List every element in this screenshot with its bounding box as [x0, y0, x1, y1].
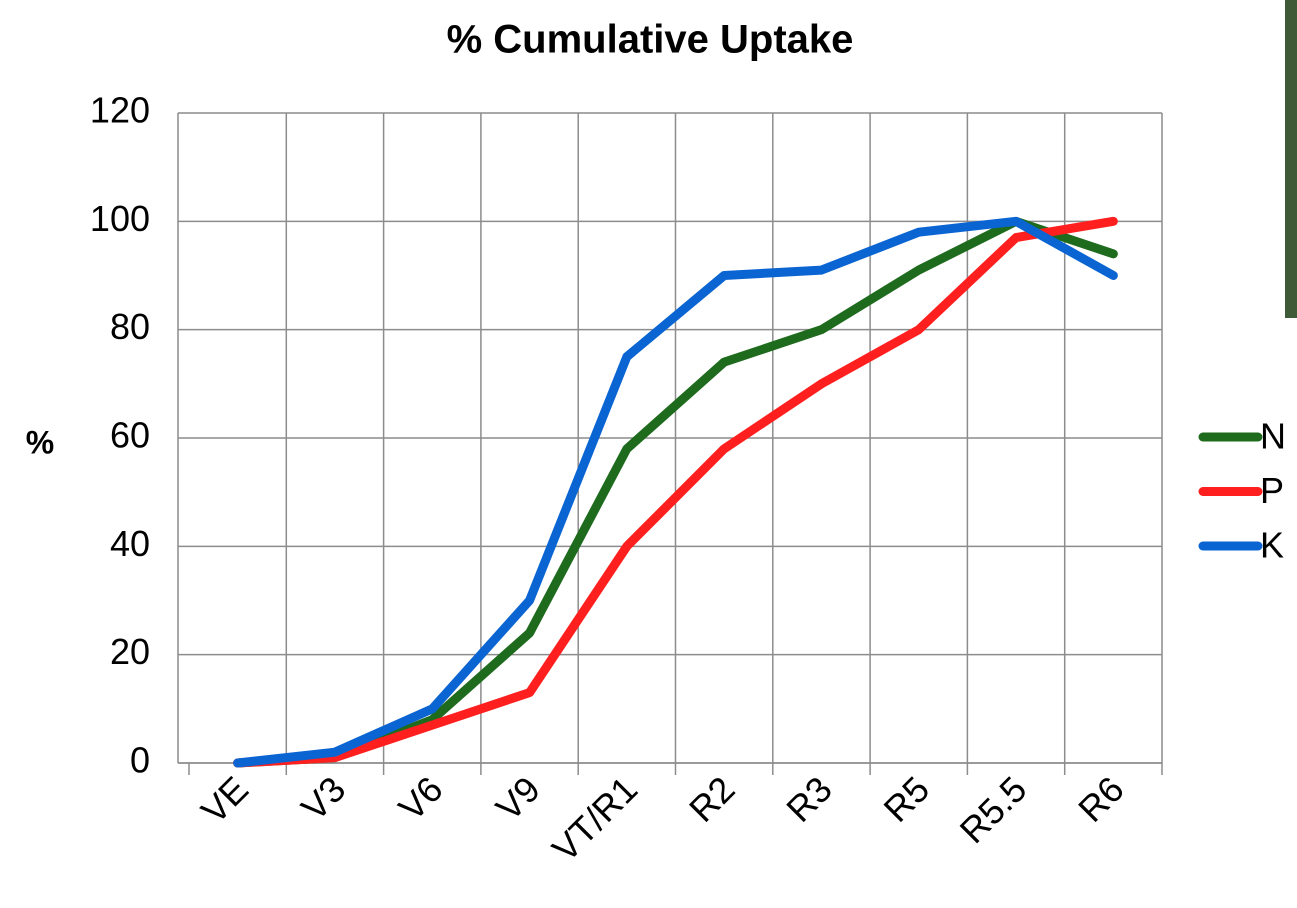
- x-tick-label: R3: [778, 768, 840, 830]
- y-tick-label: 60: [110, 415, 150, 456]
- x-tick-label: R5.5: [952, 768, 1035, 851]
- y-tick-label: 40: [110, 523, 150, 564]
- y-tick-label: 100: [90, 198, 150, 239]
- data-line: [233, 216, 1118, 768]
- y-tick-label: 120: [90, 90, 150, 131]
- y-axis-label: %: [26, 424, 54, 460]
- data-line: [233, 216, 1118, 768]
- y-tick-label: 80: [110, 306, 150, 347]
- x-tick-label: R2: [681, 768, 743, 830]
- x-tick-label: VE: [193, 768, 256, 831]
- x-tick-label: R5: [876, 768, 938, 830]
- chart-title: % Cumulative Uptake: [447, 18, 854, 62]
- photo-fragment: [1285, 0, 1297, 318]
- x-tick-label: VT/R1: [544, 768, 645, 869]
- x-tick-label: V6: [390, 768, 450, 828]
- legend-label: P: [1260, 470, 1284, 511]
- x-tick-label: V9: [488, 768, 548, 828]
- x-tick-label: V3: [293, 768, 353, 828]
- y-tick-label: 0: [130, 740, 150, 781]
- legend-label: K: [1260, 525, 1284, 566]
- x-tick-label: R6: [1070, 768, 1132, 830]
- legend-label: N: [1260, 416, 1286, 457]
- y-tick-label: 20: [110, 631, 150, 672]
